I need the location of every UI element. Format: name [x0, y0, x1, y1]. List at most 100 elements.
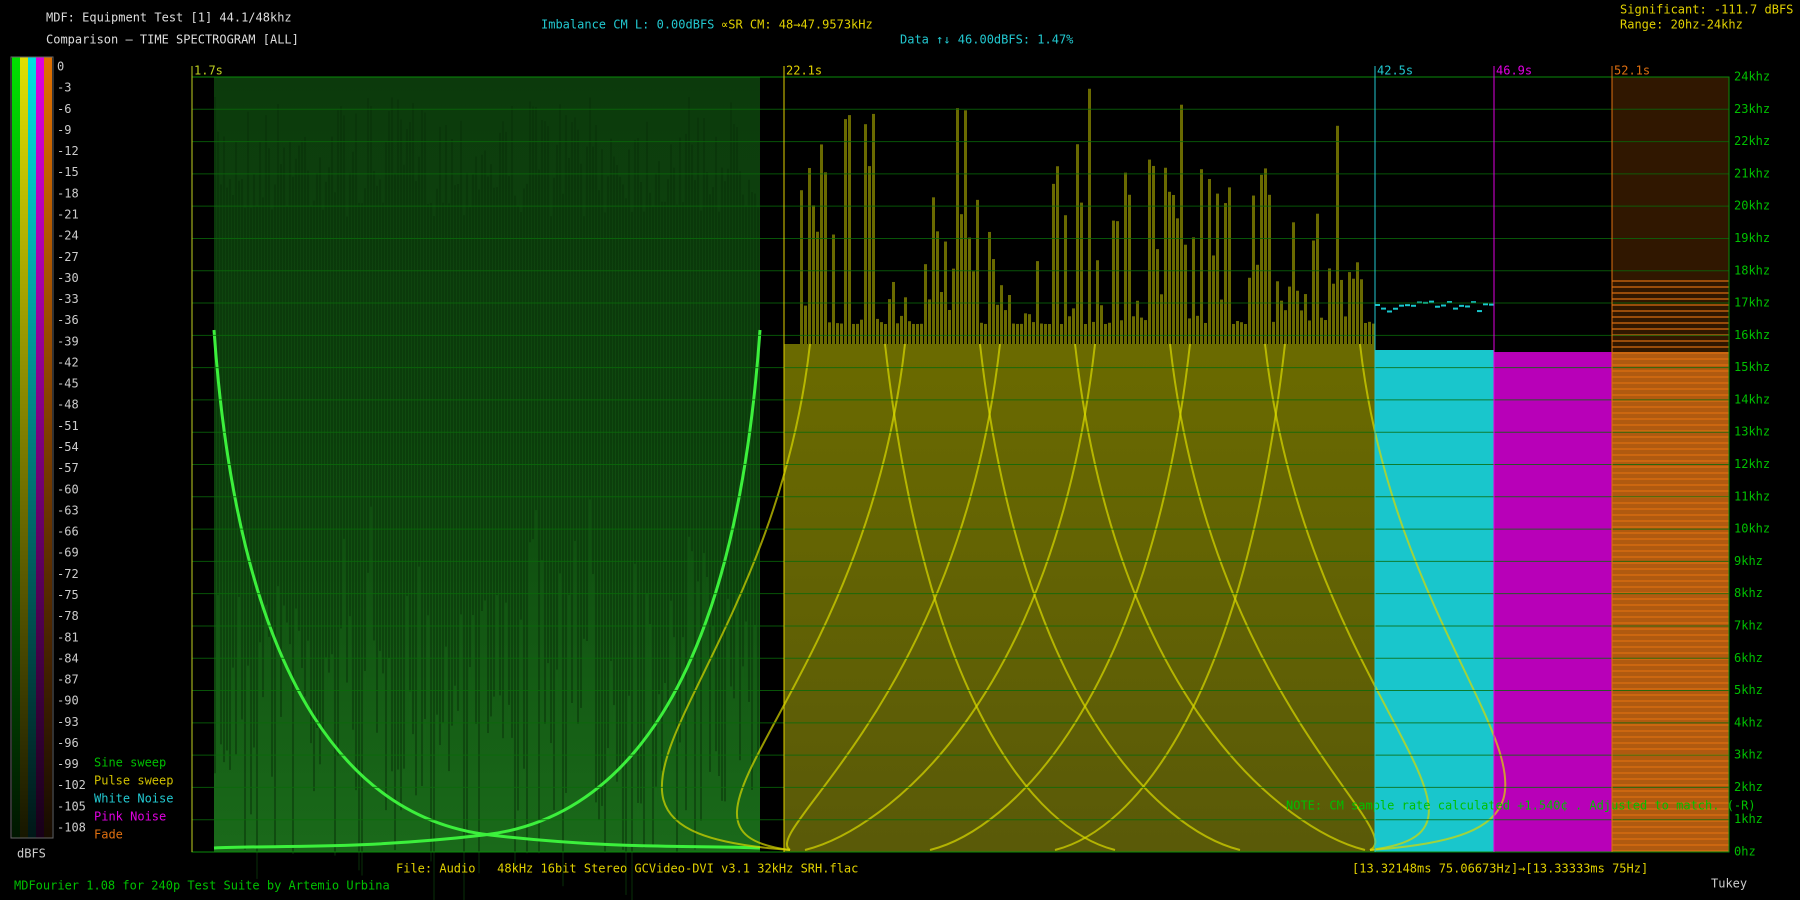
texture — [1064, 215, 1067, 344]
texture — [1104, 323, 1107, 344]
texture — [688, 97, 690, 537]
texture — [619, 176, 621, 767]
freq-label: 14khz — [1734, 392, 1770, 406]
texture — [361, 203, 363, 876]
texture — [553, 177, 555, 811]
texture — [896, 323, 899, 344]
texture — [286, 206, 288, 623]
texture — [1612, 490, 1729, 492]
texture — [1612, 478, 1729, 480]
texture — [1405, 304, 1410, 307]
texture — [864, 124, 867, 344]
texture — [1260, 174, 1263, 344]
section-label: 52.1s — [1614, 64, 1650, 78]
sample-rate: ∝SR CM: 48→47.9573kHz — [721, 18, 873, 32]
texture — [1429, 300, 1434, 303]
texture — [262, 197, 264, 698]
texture — [1268, 194, 1271, 344]
texture — [733, 123, 735, 699]
texture — [226, 187, 228, 751]
texture — [1004, 310, 1007, 344]
texture — [964, 110, 967, 345]
texture — [976, 199, 979, 344]
texture — [1008, 294, 1011, 344]
texture — [496, 187, 498, 595]
texture — [1092, 321, 1095, 344]
freq-label: 17khz — [1734, 296, 1770, 310]
texture — [292, 176, 294, 855]
texture — [580, 163, 582, 708]
scale-label: -6 — [57, 102, 71, 116]
texture — [1344, 316, 1347, 344]
freq-label: 4khz — [1734, 715, 1763, 729]
texture — [418, 156, 420, 567]
scale-label: -36 — [57, 313, 79, 327]
texture — [1136, 300, 1139, 344]
texture — [499, 132, 501, 696]
texture — [745, 205, 747, 622]
texture — [1220, 299, 1223, 344]
texture — [1152, 165, 1155, 344]
credit: MDFourier 1.08 for 240p Test Suite by Ar… — [14, 879, 390, 893]
texture — [832, 234, 835, 344]
texture — [349, 172, 351, 617]
freq-label: 24khz — [1734, 70, 1770, 84]
texture — [1236, 321, 1239, 344]
scale-label: -15 — [57, 165, 79, 179]
texture — [331, 136, 333, 655]
texture — [1012, 323, 1015, 344]
texture — [1612, 820, 1729, 822]
texture — [1612, 310, 1729, 312]
texture — [472, 174, 474, 616]
texture — [1471, 301, 1476, 304]
texture — [412, 103, 414, 735]
texture — [439, 126, 441, 746]
texture — [1316, 213, 1319, 344]
scale-label: -90 — [57, 694, 79, 708]
texture — [238, 180, 240, 597]
texture — [852, 323, 855, 344]
texture — [691, 144, 693, 552]
texture — [325, 181, 327, 658]
texture — [346, 216, 348, 683]
texture — [586, 146, 588, 641]
texture — [904, 297, 907, 344]
texture — [1612, 790, 1729, 792]
texture — [307, 170, 309, 641]
texture — [1612, 544, 1729, 546]
texture — [481, 154, 483, 611]
texture — [214, 97, 216, 774]
texture — [1124, 172, 1127, 344]
texture — [1612, 304, 1729, 306]
texture — [1612, 382, 1729, 384]
texture — [517, 206, 519, 811]
scale-label: -54 — [57, 440, 79, 454]
texture — [532, 106, 534, 540]
texture — [1044, 323, 1047, 344]
texture — [1196, 315, 1199, 344]
texture — [1048, 324, 1051, 344]
texture — [1156, 249, 1159, 344]
texture — [487, 176, 489, 734]
texture — [1160, 294, 1163, 344]
texture — [622, 184, 624, 850]
texture — [547, 126, 549, 664]
texture — [1612, 556, 1729, 558]
texture — [1180, 104, 1183, 345]
texture — [1324, 320, 1327, 344]
texture — [1612, 766, 1729, 768]
texture — [1612, 652, 1729, 654]
texture — [463, 215, 465, 900]
texture — [655, 173, 657, 787]
texture — [493, 187, 495, 697]
freq-label: 20khz — [1734, 199, 1770, 213]
texture — [1612, 742, 1729, 744]
texture — [583, 216, 585, 639]
texture — [1252, 195, 1255, 344]
freq-label: 0hz — [1734, 845, 1756, 859]
texture — [466, 172, 468, 835]
texture — [1612, 532, 1729, 534]
texture — [574, 117, 576, 541]
texture — [223, 136, 225, 763]
